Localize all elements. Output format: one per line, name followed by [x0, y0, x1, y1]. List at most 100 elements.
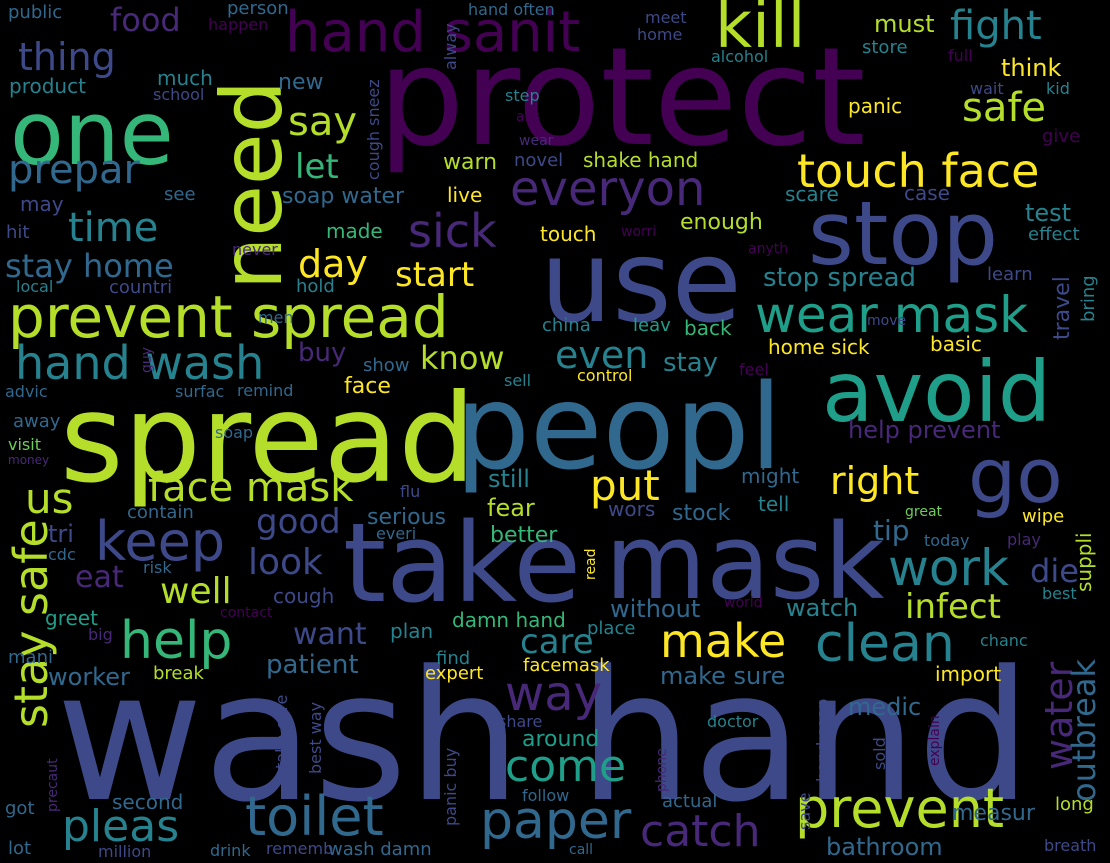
word-use: use — [540, 215, 742, 348]
word-work: work — [888, 539, 1009, 597]
word-scare: scare — [785, 182, 839, 206]
word-come: come — [505, 741, 627, 792]
word-time: time — [68, 205, 159, 251]
word-spread: spread — [60, 368, 476, 510]
word-lot: lot — [8, 838, 32, 859]
word-infect: infect — [905, 587, 1001, 627]
word-go: go — [968, 431, 1063, 520]
word-food: food — [110, 1, 181, 39]
word-panic-buy: panic buy — [441, 747, 460, 826]
word-happen: happen — [208, 15, 269, 34]
word-think: think — [1001, 54, 1062, 82]
word-countri: countri — [109, 277, 173, 298]
word-soap-water: soap water — [282, 184, 405, 209]
word-cough-sneez: cough sneez — [364, 79, 383, 180]
word-effect: effect — [1028, 224, 1080, 245]
word-place: place — [587, 618, 636, 639]
word-without: without — [610, 595, 701, 623]
word-thing: thing — [18, 35, 116, 79]
word-wipe: wipe — [1022, 506, 1065, 527]
word-read: read — [583, 548, 599, 580]
word-best-way: best way — [306, 701, 325, 774]
word-home: home — [637, 25, 683, 44]
word-tip: tip — [873, 514, 910, 547]
word-sick: sick — [408, 204, 497, 258]
word-live: live — [447, 183, 483, 207]
word-import: import — [935, 662, 1002, 686]
word-remind: remind — [237, 381, 294, 400]
word-case: case — [904, 181, 950, 205]
word-watch: watch — [786, 594, 859, 622]
word-local: local — [16, 277, 54, 296]
word-breath: breath — [1044, 836, 1097, 855]
word-product: product — [9, 74, 86, 98]
word-stop: stop — [808, 182, 999, 285]
word-phone: phone — [654, 748, 670, 792]
word-school: school — [153, 85, 205, 104]
word-touch: touch — [540, 222, 597, 246]
word-wash-hand: wash hand — [56, 633, 1032, 842]
word-wear: wear — [519, 133, 554, 149]
word-basic: basic — [930, 332, 982, 356]
word-still: still — [488, 465, 530, 493]
word-china: china — [542, 315, 591, 336]
word-away: away — [13, 411, 61, 432]
word-wait: wait — [970, 79, 1004, 98]
word-kill: kill — [715, 0, 806, 63]
word-back: back — [684, 316, 732, 340]
word-even: even — [555, 333, 649, 377]
word-risk: risk — [143, 558, 172, 577]
word-great: great — [905, 504, 943, 520]
word-store: store — [862, 37, 908, 58]
word-make: make — [660, 614, 787, 668]
word-play: play — [1007, 530, 1041, 549]
word-precaut: precaut — [45, 758, 61, 812]
word-actual: actual — [662, 791, 718, 812]
word-mani: mani — [8, 647, 53, 668]
word-hand-wash: hand wash — [15, 336, 265, 390]
word-shake-hand: shake hand — [583, 148, 699, 172]
word-help: help — [120, 611, 233, 671]
word-way: way — [505, 666, 603, 722]
word-learn: learn — [987, 264, 1033, 285]
word-soap: soap — [215, 423, 254, 442]
word-let: let — [295, 147, 339, 187]
word-make-sure: make sure — [660, 662, 786, 690]
word-everi: everi — [376, 524, 417, 543]
word-tell: tell — [758, 492, 790, 516]
word-wors: wors — [608, 497, 656, 521]
word-expert: expert — [425, 663, 484, 684]
word-facemask: facemask — [523, 655, 610, 676]
word-avoid: avoid — [822, 343, 1052, 441]
word-see: see — [164, 184, 196, 205]
word-stock: stock — [672, 501, 731, 526]
word-contain: contain — [127, 502, 194, 523]
word-tri: tri — [48, 520, 74, 548]
word-hold: hold — [296, 276, 335, 297]
word-explain: explain — [927, 715, 943, 766]
word-fight: fight — [950, 3, 1042, 49]
word-everyon: everyon — [510, 161, 706, 217]
word-eat: eat — [75, 560, 124, 595]
word-kid: kid — [1046, 79, 1070, 98]
word-safe: safe — [962, 85, 1047, 131]
word-prevent: prevent — [795, 777, 1005, 840]
word-buy: buy — [298, 338, 347, 368]
word-one: one — [10, 82, 174, 185]
word-hand-sanit: hand sanit — [285, 0, 581, 65]
word-sold: sold — [870, 737, 889, 770]
word-keep: keep — [95, 510, 226, 573]
word-anyth: anyth — [748, 241, 789, 257]
word-care: care — [520, 622, 594, 662]
word-share: share — [498, 712, 543, 731]
word-doctor: doctor — [707, 712, 759, 731]
word-good: good — [256, 502, 341, 542]
word-well: well — [160, 571, 232, 612]
word-hand-soap: hand soap — [813, 698, 832, 782]
word-made: made — [326, 219, 383, 243]
word-fear: fear — [487, 494, 535, 522]
word-never: never — [232, 240, 278, 259]
word-medic: medic — [848, 693, 922, 721]
word-money: money — [8, 453, 50, 467]
word-million: million — [98, 842, 152, 861]
